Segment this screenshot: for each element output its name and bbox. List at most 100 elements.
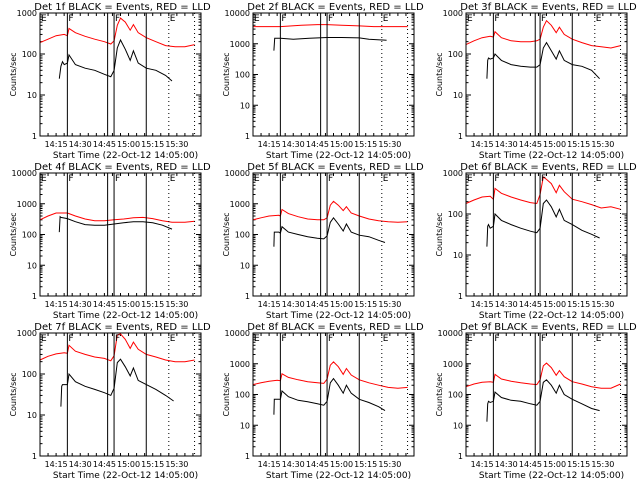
x-tick-label: 14:45: [519, 460, 542, 469]
y-tick-label: 10000: [438, 329, 463, 338]
x-tick-label: 14:45: [93, 140, 116, 149]
x-tick-label: 14:45: [306, 140, 329, 149]
x-axis-label: Start Time (22-Oct-12 14:05:00): [53, 151, 198, 161]
interval-marker-label: F: [115, 174, 120, 184]
interval-marker-label: E: [254, 14, 260, 24]
interval-marker-label: E: [383, 174, 389, 184]
x-tick-label: 15:15: [567, 300, 590, 309]
series-line-lld: [39, 333, 195, 363]
y-tick-label: 1: [245, 452, 250, 461]
x-tick-label: 15:30: [165, 300, 188, 309]
x-tick-label: 15:30: [591, 460, 614, 469]
series-line-events: [273, 377, 386, 415]
y-tick-label: 1: [458, 452, 463, 461]
x-axis-label: Start Time (22-Oct-12 14:05:00): [266, 471, 411, 480]
y-tick-label: 10000: [225, 169, 250, 178]
x-tick-label: 14:45: [519, 300, 542, 309]
y-axis-label: Counts/sec: [435, 372, 444, 416]
interval-marker-label: E: [467, 174, 473, 184]
x-tick-label: 15:00: [117, 460, 140, 469]
interval-marker-label: F: [494, 174, 499, 184]
x-tick-label: 15:30: [378, 460, 401, 469]
interval-marker-label: E: [41, 14, 47, 24]
y-axis-label: Counts/sec: [435, 212, 444, 256]
chart-title: Det 7f BLACK = Events, RED = LLD: [34, 322, 211, 333]
x-axis-label: Start Time (22-Oct-12 14:05:00): [479, 151, 624, 161]
chart-panel-det-5f: Det 5f BLACK = Events, RED = LLD Counts/s…: [222, 162, 424, 321]
x-tick-label: 14:30: [282, 460, 305, 469]
x-axis-label: Start Time (22-Oct-12 14:05:00): [479, 471, 624, 480]
y-tick-label: 10: [240, 421, 250, 430]
series-line-lld: [252, 200, 408, 223]
interval-marker-label: E: [467, 334, 473, 344]
chart-panel-det-1f: Det 1f BLACK = Events, RED = LLD Counts/s…: [9, 2, 211, 161]
interval-marker-label: E: [383, 334, 389, 344]
interval-marker-label: E: [383, 14, 389, 24]
interval-marker-label: F: [68, 174, 73, 184]
x-tick-label: 15:15: [567, 460, 590, 469]
x-tick-label: 14:45: [519, 140, 542, 149]
y-axis-label: Counts/sec: [222, 372, 231, 416]
x-axis-label: Start Time (22-Oct-12 14:05:00): [53, 311, 198, 321]
interval-marker-label: E: [596, 174, 602, 184]
y-tick-label: 1000: [230, 200, 250, 209]
x-tick-label: 14:30: [495, 300, 518, 309]
y-tick-label: 1000: [443, 9, 463, 18]
series-line-events: [486, 199, 600, 247]
y-tick-label: 10: [240, 261, 250, 270]
interval-marker-label: E: [254, 334, 260, 344]
interval-marker-label: F: [541, 334, 546, 344]
interval-marker-label: F: [494, 334, 499, 344]
x-tick-label: 15:15: [354, 460, 377, 469]
chart-title: Det 6f BLACK = Events, RED = LLD: [460, 162, 637, 173]
series-line-events: [273, 216, 386, 247]
y-tick-label: 100: [448, 391, 463, 400]
interval-marker-label: E: [170, 334, 176, 344]
y-axis-label: Counts/sec: [222, 52, 231, 96]
series-line-events: [486, 41, 600, 80]
x-axis-label: Start Time (22-Oct-12 14:05:00): [53, 471, 198, 480]
chart-panel-det-2f: Det 2f BLACK = Events, RED = LLD Counts/s…: [222, 2, 424, 161]
x-tick-label: 15:30: [378, 300, 401, 309]
series-line-events: [60, 358, 174, 407]
x-tick-label: 14:15: [471, 140, 494, 149]
series-line-lld: [253, 24, 408, 28]
x-tick-label: 14:15: [258, 140, 281, 149]
y-tick-label: 1000: [443, 169, 463, 178]
x-tick-label: 15:15: [141, 300, 164, 309]
plot-frame: [39, 172, 202, 297]
plot-frame: [465, 332, 628, 457]
interval-marker-label: E: [41, 174, 47, 184]
x-tick-label: 14:15: [45, 140, 68, 149]
x-tick-label: 14:15: [45, 300, 68, 309]
y-tick-label: 1000: [17, 329, 37, 338]
x-axis-label: Start Time (22-Oct-12 14:05:00): [266, 151, 411, 161]
interval-marker-label: F: [115, 14, 120, 24]
y-tick-label: 100: [22, 231, 37, 240]
interval-marker-label: F: [281, 334, 286, 344]
plot-frame: [252, 332, 415, 457]
chart-title: Det 1f BLACK = Events, RED = LLD: [34, 2, 211, 13]
x-tick-label: 14:15: [258, 300, 281, 309]
chart-title: Det 3f BLACK = Events, RED = LLD: [460, 2, 637, 13]
y-axis-label: Counts/sec: [222, 212, 231, 256]
plot-frame: [465, 172, 628, 297]
y-tick-label: 100: [22, 50, 37, 59]
interval-marker-label: E: [170, 14, 176, 24]
x-tick-label: 14:30: [495, 140, 518, 149]
x-axis-label: Start Time (22-Oct-12 14:05:00): [479, 311, 624, 321]
chart-title: Det 8f BLACK = Events, RED = LLD: [247, 322, 424, 333]
y-tick-label: 1: [32, 132, 37, 141]
y-tick-label: 1: [245, 132, 250, 141]
series-line-lld: [465, 19, 621, 49]
x-tick-label: 15:15: [141, 460, 164, 469]
series-line-lld: [252, 361, 408, 389]
y-tick-label: 10: [27, 261, 37, 270]
y-tick-label: 10: [240, 101, 250, 110]
y-axis-label: Counts/sec: [9, 372, 18, 416]
x-tick-label: 14:30: [69, 300, 92, 309]
interval-marker-label: E: [467, 14, 473, 24]
y-axis-label: Counts/sec: [9, 212, 18, 256]
x-tick-label: 14:30: [282, 300, 305, 309]
